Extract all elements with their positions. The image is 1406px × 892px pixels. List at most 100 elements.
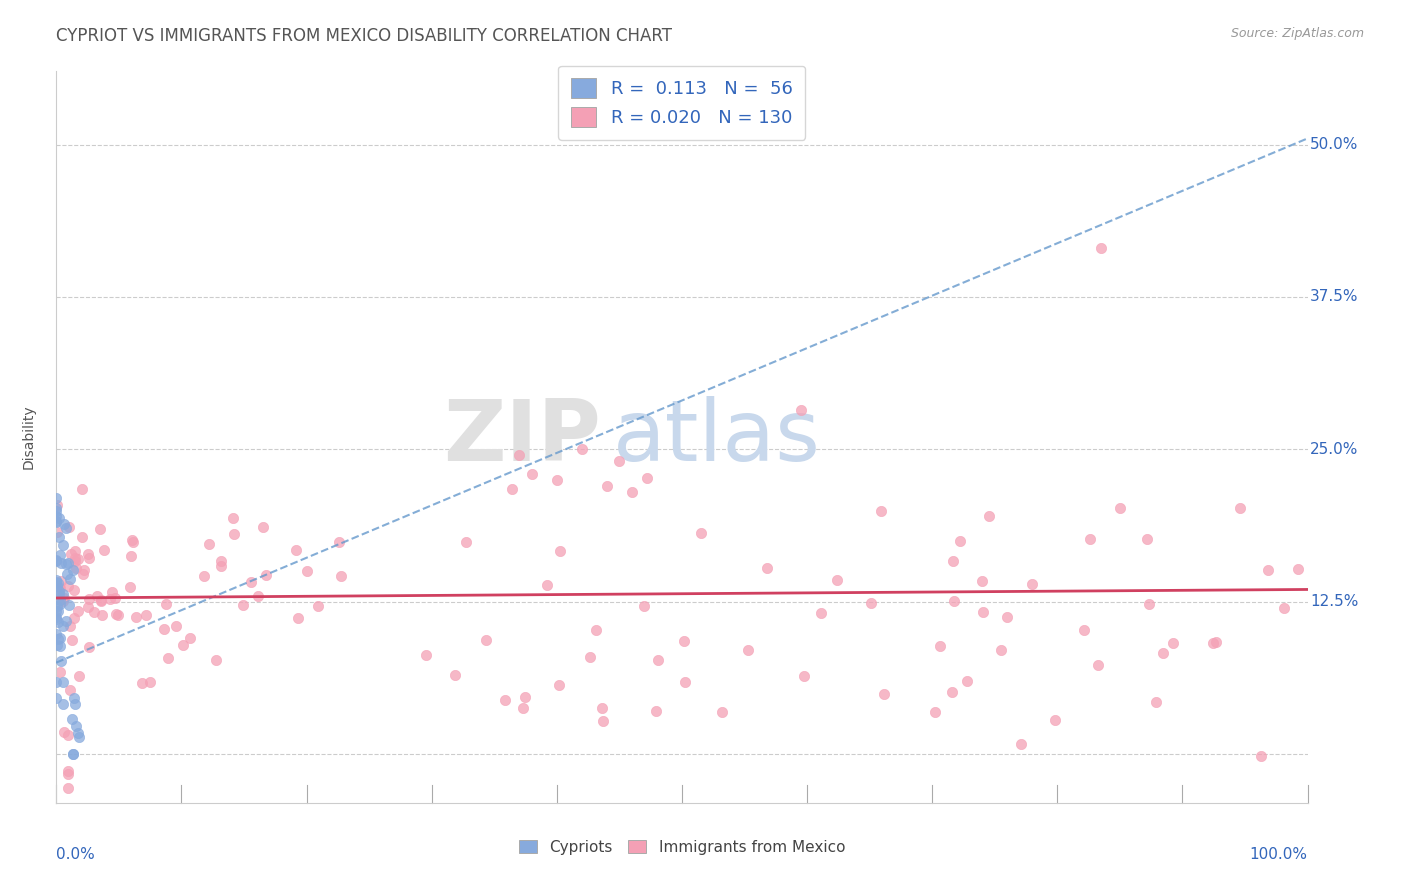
Point (1010, 737, 1032, 751)
Point (1152, 646, 1174, 660)
Point (789, 402, 811, 417)
Point (156, 650, 179, 665)
Point (45, 509, 67, 524)
Point (48, 632, 70, 646)
Point (49, 548, 72, 562)
Point (1229, 501, 1251, 516)
Text: atlas: atlas (613, 395, 821, 479)
Point (536, 578, 558, 592)
Point (53, 725, 76, 739)
Point (52, 591, 75, 605)
Point (810, 607, 832, 621)
Point (578, 650, 600, 665)
Point (63, 551, 86, 566)
Point (252, 520, 274, 534)
Point (860, 595, 883, 609)
Point (63, 698, 86, 712)
Text: Source: ZipAtlas.com: Source: ZipAtlas.com (1230, 27, 1364, 40)
Point (72, 567, 94, 582)
Point (1136, 532, 1159, 546)
Point (513, 690, 536, 704)
Point (45, 553, 67, 567)
Point (46, 615, 69, 629)
Point (1045, 713, 1067, 727)
Point (45, 675, 67, 690)
Point (48, 576, 70, 591)
Text: 0.0%: 0.0% (56, 847, 96, 862)
Point (52, 675, 75, 690)
Point (755, 561, 778, 575)
Point (48, 582, 70, 596)
Point (62, 563, 84, 577)
Point (56, 556, 79, 570)
Point (512, 701, 534, 715)
Point (949, 534, 972, 549)
Point (52, 538, 75, 552)
Point (870, 504, 893, 518)
Point (105, 607, 128, 621)
Point (550, 543, 572, 558)
Point (63, 553, 86, 567)
Point (48, 639, 70, 653)
Point (45, 574, 67, 588)
Point (77, 551, 100, 566)
Point (77, 640, 100, 654)
Point (45, 599, 67, 614)
Point (48, 530, 70, 544)
Point (672, 634, 695, 648)
Point (1087, 658, 1109, 673)
Point (474, 632, 496, 647)
Point (66, 551, 89, 566)
Point (571, 442, 593, 457)
Point (62, 633, 84, 648)
Point (45, 553, 67, 567)
Point (56, 767, 79, 781)
Point (135, 607, 157, 622)
Point (929, 639, 952, 653)
Point (93, 542, 115, 557)
Point (972, 574, 994, 588)
Point (56, 728, 79, 742)
Point (520, 467, 543, 481)
Point (585, 623, 607, 637)
Point (52, 517, 75, 532)
Point (329, 569, 352, 583)
Point (1144, 695, 1167, 709)
Point (48, 665, 70, 679)
Point (48, 587, 70, 601)
Point (972, 605, 994, 619)
Point (73, 563, 96, 577)
Text: 37.5%: 37.5% (1310, 289, 1358, 304)
Point (45, 514, 67, 528)
Point (297, 564, 319, 578)
Point (91, 607, 114, 622)
Text: Disability: Disability (21, 405, 35, 469)
Point (55, 557, 77, 571)
Point (48, 588, 70, 602)
Point (55, 521, 77, 535)
Point (45, 612, 67, 626)
Point (793, 668, 815, 682)
Point (209, 559, 232, 574)
Point (67, 731, 90, 745)
Point (1257, 563, 1279, 577)
Point (59, 572, 82, 586)
Point (52, 698, 75, 712)
Point (1286, 562, 1309, 576)
Point (79, 591, 101, 606)
Point (1205, 635, 1227, 649)
Point (990, 643, 1012, 657)
Point (70, 482, 93, 496)
Point (825, 573, 848, 587)
Point (155, 597, 177, 611)
Point (45, 627, 67, 641)
Point (131, 675, 153, 690)
Point (45, 609, 67, 624)
Point (122, 534, 145, 549)
Point (942, 554, 965, 568)
Point (49, 653, 72, 667)
Text: 50.0%: 50.0% (1310, 137, 1358, 152)
Point (45, 501, 67, 516)
Point (710, 705, 733, 719)
Point (56, 780, 79, 795)
